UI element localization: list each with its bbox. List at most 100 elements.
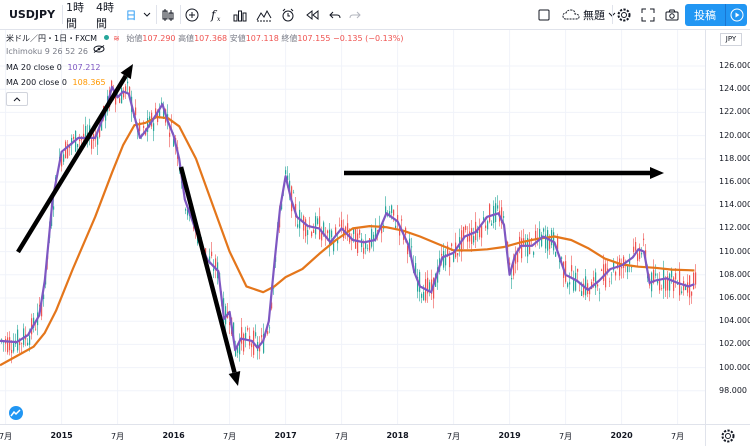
candle-body: [655, 273, 657, 276]
candle-body: [567, 283, 569, 287]
candle-body: [527, 238, 529, 257]
candle-body: [73, 136, 75, 139]
interval-1h-button[interactable]: 1時間: [66, 0, 92, 30]
time-tick-label: 2020: [610, 431, 633, 440]
candle-body: [659, 278, 661, 291]
candle-body: [613, 262, 615, 271]
candle-body: [169, 132, 171, 137]
candle-body: [639, 247, 641, 259]
price-tick-label: 110.000: [719, 246, 750, 256]
candle-body: [521, 238, 523, 259]
interval-4h-button[interactable]: 4時間: [96, 0, 122, 30]
time-tick-label: 2019: [498, 431, 521, 440]
fullscreen-button[interactable]: [638, 0, 658, 29]
candle-body: [187, 209, 189, 216]
candle-body: [691, 291, 693, 296]
candle-body: [431, 279, 433, 294]
time-axis[interactable]: 7月 2015 7月 2016 7月 2017 7月 2018 7月 2019 7月 2020 7月: [0, 424, 705, 446]
interval-1h-label: 1時間: [66, 0, 84, 30]
candle-body: [421, 294, 423, 298]
annotation-arrow-up-head: [120, 64, 133, 80]
candle-body: [359, 229, 361, 235]
legend-ma20[interactable]: MA 20 close 0 107.212: [6, 63, 101, 72]
settings-button[interactable]: [614, 0, 634, 29]
candle-body: [305, 219, 307, 237]
candle-body: [395, 225, 397, 229]
candle-body: [623, 256, 625, 268]
hidden-eye-icon[interactable]: [93, 45, 105, 53]
candle-body: [129, 86, 131, 97]
currency-label[interactable]: JPY: [720, 33, 742, 46]
candle-body: [557, 237, 559, 250]
interval-dropdown-button[interactable]: [140, 0, 154, 29]
chart-type-button[interactable]: [158, 0, 178, 29]
candle-body: [13, 343, 15, 352]
candle-body: [441, 253, 443, 256]
compare-button[interactable]: [182, 0, 202, 29]
candle-body: [381, 225, 383, 234]
candle-body: [41, 302, 43, 317]
candle-body: [627, 265, 629, 273]
price-tick-label: 112.000: [719, 223, 750, 233]
play-button[interactable]: [725, 4, 747, 26]
financials-button[interactable]: [230, 0, 250, 29]
templates-button[interactable]: [254, 0, 274, 29]
candle-body: [427, 277, 429, 294]
gear-icon: [617, 8, 631, 21]
symbol-button[interactable]: USDJPY: [6, 0, 58, 29]
candle-body: [575, 272, 577, 291]
candle-body: [423, 292, 425, 301]
collapse-legend-button[interactable]: [6, 92, 28, 106]
candle-body: [545, 234, 547, 249]
layout-button[interactable]: [534, 0, 554, 29]
market-status-icon: [103, 35, 109, 40]
legend-ichimoku[interactable]: Ichimoku 9 26 52 26: [6, 47, 88, 56]
redo-button[interactable]: [346, 0, 364, 29]
candle-body: [101, 122, 103, 131]
candle-body: [245, 332, 247, 340]
save-template-button[interactable]: 無題: [560, 0, 618, 29]
undo-button[interactable]: [326, 0, 344, 29]
interval-4h-label: 4時間: [96, 0, 114, 30]
annotation-arrow-up[interactable]: [16, 64, 133, 254]
legend-ma200[interactable]: MA 200 close 0 108.365: [6, 78, 106, 87]
play-circle-icon: [730, 8, 743, 22]
candle-body: [595, 272, 597, 288]
ma200-label: MA 200 close 0: [6, 78, 67, 87]
legend-main: 米ドル／円・1日・FXCM ≋ 始値107.290 高値107.368 安値10…: [6, 33, 404, 44]
change-value: −0.135 (−0.13%): [332, 34, 404, 43]
template-name-label: 無題: [583, 8, 605, 22]
annotation-arrow-right[interactable]: [344, 167, 664, 179]
price-chart[interactable]: [0, 30, 705, 424]
price-axis[interactable]: JPY 126.000 124.000 122.000 120.000 118.000 1…: [705, 30, 750, 424]
candle-body: [525, 242, 527, 247]
candle-body: [97, 136, 99, 145]
candle-body: [483, 217, 485, 221]
interval-1d-button[interactable]: 日: [124, 0, 138, 29]
snapshot-button[interactable]: [662, 0, 682, 29]
candle-body: [71, 137, 73, 146]
candle-body: [609, 281, 611, 283]
price-tick-label: 126.000: [719, 61, 750, 70]
candle-body: [519, 236, 521, 246]
price-tick-label: 122.000: [719, 107, 750, 117]
candle-body: [495, 203, 497, 223]
interval-1d-label: 日: [125, 8, 137, 22]
candle-body: [661, 288, 663, 289]
templates-icon: [256, 9, 272, 21]
candle-body: [667, 276, 669, 291]
square-icon: [538, 9, 550, 20]
candle-body: [601, 269, 603, 271]
candle-body: [365, 241, 367, 249]
alert-button[interactable]: [278, 0, 298, 29]
candle-body: [497, 205, 499, 209]
annotation-arrow-down[interactable]: [178, 166, 241, 386]
ma200-line: [0, 115, 695, 367]
replay-button[interactable]: [302, 0, 322, 29]
candle-body: [693, 272, 695, 290]
publish-button[interactable]: 投稿: [685, 4, 725, 26]
axis-settings-button[interactable]: [705, 424, 750, 446]
candle-body: [373, 234, 375, 242]
candle-body: [211, 251, 213, 257]
